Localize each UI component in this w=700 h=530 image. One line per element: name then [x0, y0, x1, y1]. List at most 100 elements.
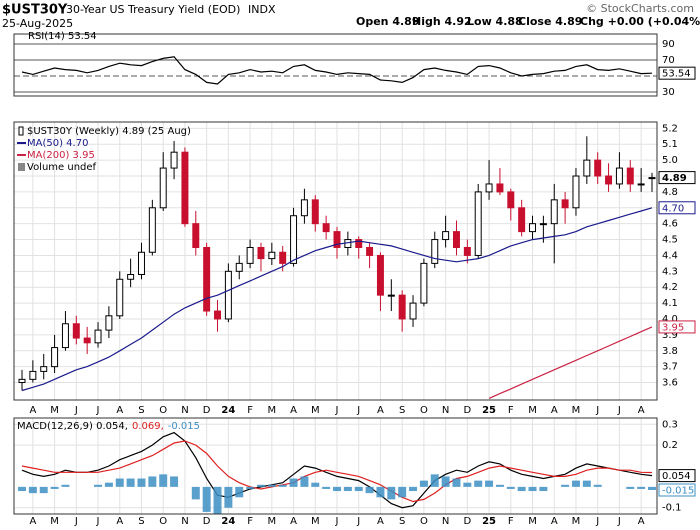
- x-tick-label: J: [335, 516, 339, 527]
- candle-body: [137, 251, 145, 276]
- candle-body: [474, 191, 482, 256]
- candle-body: [626, 167, 634, 185]
- y-tick-label: 90: [662, 39, 675, 50]
- watermark: © StockCharts.com: [586, 2, 694, 15]
- panel: [14, 418, 657, 514]
- candle-body: [300, 199, 308, 217]
- candle-body: [485, 183, 493, 193]
- y-tick-label: 4.5: [662, 235, 678, 246]
- histogram-bar: [322, 486, 331, 489]
- x-tick-label: S: [138, 516, 144, 527]
- y-tick-label: 30: [662, 87, 675, 98]
- histogram-bar: [419, 480, 428, 487]
- histogram-bar: [191, 486, 200, 500]
- candle-body: [333, 231, 341, 248]
- panel: [14, 122, 657, 400]
- x-tick-label: A: [551, 405, 558, 416]
- legend-entry: $UST30Y (Weekly) 4.89 (25 Aug): [27, 126, 191, 137]
- x-tick-label: A: [116, 516, 123, 527]
- histogram-bar: [495, 484, 504, 487]
- candle-body: [311, 199, 319, 225]
- histogram-bar: [626, 486, 635, 489]
- y-tick-label: 5.0: [662, 155, 678, 166]
- x-tick-label: F: [508, 516, 514, 527]
- histogram-bar: [441, 476, 450, 487]
- price-tag-box: [658, 66, 696, 80]
- histogram-bar: [539, 486, 548, 492]
- histogram-bar: [365, 486, 374, 494]
- price-tag: 0.054: [662, 471, 691, 482]
- x-tick-label: J: [335, 405, 339, 416]
- x-tick-label: N: [442, 516, 449, 527]
- x-tick-label: M: [528, 516, 537, 527]
- x-tick-label: F: [247, 516, 253, 527]
- x-tick-label: N: [181, 405, 188, 416]
- candle-body: [214, 310, 222, 320]
- y-tick-label: 4.1: [662, 298, 678, 309]
- y-tick-label: 4.4: [662, 250, 678, 261]
- candle-body: [127, 274, 135, 280]
- candle-body: [452, 231, 460, 248]
- instrument-name: 30-Year US Treasury Yield (EOD): [66, 3, 240, 16]
- price-tag: 3.95: [662, 322, 684, 333]
- candle-body: [18, 378, 26, 384]
- x-tick-label: J: [356, 516, 360, 527]
- histogram-bar: [561, 484, 570, 487]
- candle-body: [192, 223, 200, 248]
- x-tick-label: O: [420, 405, 428, 416]
- x-tick-label: O: [159, 405, 167, 416]
- candle-body: [463, 246, 471, 256]
- x-tick-label: J: [595, 405, 599, 416]
- y-tick-label: 5.2: [662, 123, 678, 134]
- histogram-bar: [571, 480, 580, 487]
- x-tick-label: M: [50, 405, 59, 416]
- x-tick-label: S: [138, 405, 144, 416]
- candle-body: [615, 167, 623, 185]
- x-tick-label: F: [247, 405, 253, 416]
- histogram-bar: [485, 480, 494, 487]
- histogram-bar: [300, 476, 309, 487]
- histogram-bar: [387, 486, 396, 500]
- legend-entry: Volume undef: [27, 162, 97, 173]
- histogram-bar: [354, 486, 363, 492]
- x-tick-label: A: [551, 516, 558, 527]
- x-tick-label: A: [638, 516, 645, 527]
- date: 25-Aug-2025: [2, 17, 73, 30]
- candle-body: [94, 329, 102, 344]
- histogram-bar: [224, 486, 233, 508]
- histogram-bar: [409, 486, 418, 492]
- legend-entry: -0.015: [168, 421, 200, 432]
- x-tick-label: 24: [221, 516, 235, 527]
- quote: Close 4.89: [518, 15, 582, 28]
- x-tick-label: N: [442, 405, 449, 416]
- candle-body: [246, 246, 254, 264]
- candle-body: [550, 199, 558, 225]
- histogram-bar: [202, 486, 211, 512]
- x-tick-label: 25: [482, 516, 496, 527]
- price-tag-box: [658, 201, 696, 215]
- series-line: [21, 56, 653, 85]
- candle-body: [322, 223, 330, 233]
- x-tick-label: J: [356, 405, 360, 416]
- series-line: [21, 431, 653, 509]
- candle-body: [529, 223, 537, 233]
- histogram-bar: [235, 486, 244, 498]
- candle-body: [572, 175, 580, 209]
- legend-entry: MA(50) 4.70: [27, 138, 88, 149]
- x-tick-label: J: [617, 516, 621, 527]
- legend-swatch: [18, 163, 25, 171]
- x-tick-label: J: [96, 405, 100, 416]
- histogram-bar: [289, 478, 298, 487]
- histogram-bar: [159, 474, 168, 487]
- x-tick-label: A: [29, 516, 36, 527]
- x-tick-label: J: [74, 405, 78, 416]
- candle-body: [376, 254, 384, 296]
- candle-body: [116, 278, 124, 317]
- price-tag: -0.015: [662, 486, 694, 497]
- histogram-bar: [28, 486, 37, 494]
- histogram-bar: [126, 478, 135, 487]
- candle-body: [355, 239, 363, 248]
- y-tick-label: 4.6: [662, 219, 678, 230]
- x-tick-label: A: [29, 405, 36, 416]
